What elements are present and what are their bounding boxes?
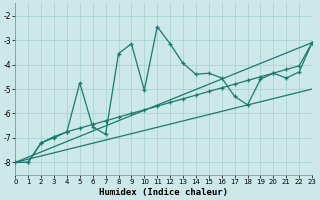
X-axis label: Humidex (Indice chaleur): Humidex (Indice chaleur) [99, 188, 228, 197]
